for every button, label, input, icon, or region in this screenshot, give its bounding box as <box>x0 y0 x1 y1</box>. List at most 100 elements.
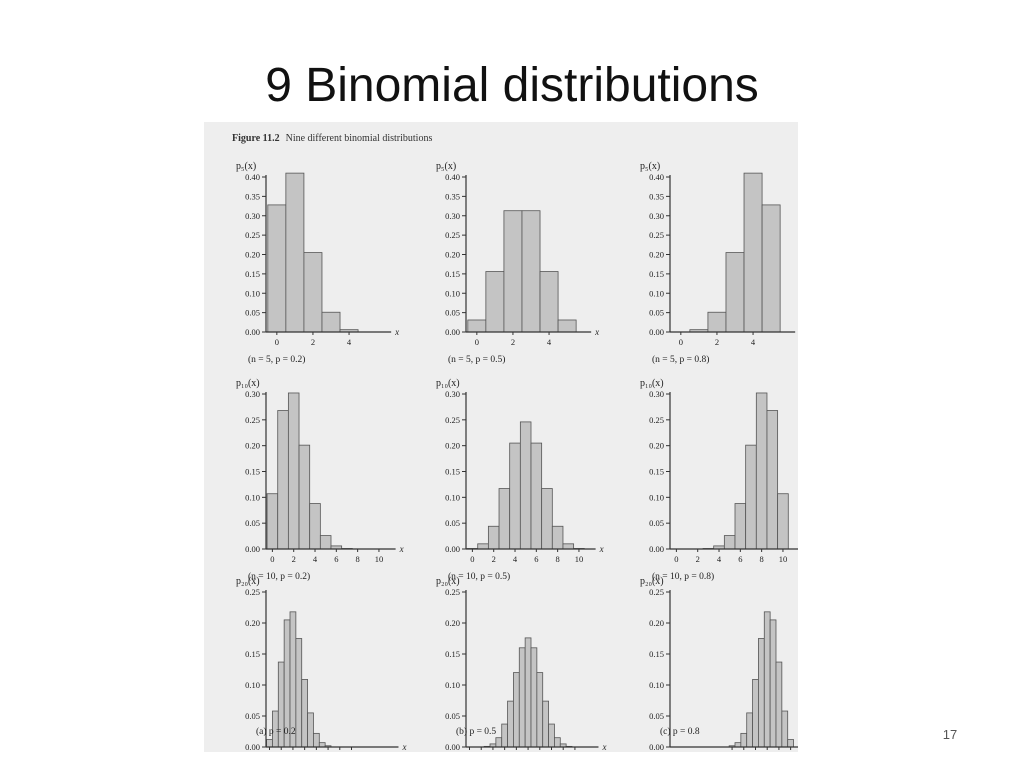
y-tick-label: 0.10 <box>649 492 664 502</box>
histogram-bar <box>734 503 747 550</box>
histogram-bar <box>745 444 757 550</box>
y-tick-label: 0.05 <box>445 711 460 721</box>
x-tick-label: 0 <box>270 554 274 564</box>
y-axis-label: p₅(x) <box>640 161 660 172</box>
x-tick-label: 6 <box>738 554 742 564</box>
histogram-bar <box>542 700 549 748</box>
y-tick-label: 0.00 <box>445 742 460 752</box>
histogram-bar <box>725 252 745 333</box>
y-axis-label: p₅(x) <box>436 161 456 172</box>
y-axis-label: p₂₀(x) <box>436 576 460 587</box>
histogram-bar <box>557 319 577 333</box>
y-tick-label: 0.00 <box>649 742 664 752</box>
x-tick-label: 2 <box>715 337 719 347</box>
x-tick-label: 6 <box>334 554 338 564</box>
y-tick-label: 0.15 <box>445 467 460 477</box>
y-tick-label: 0.25 <box>445 587 460 597</box>
y-tick-label: 0.30 <box>445 389 460 399</box>
histogram-bar <box>521 210 541 333</box>
histogram-bar <box>755 392 768 550</box>
histogram-bar <box>467 319 487 333</box>
y-tick-label: 0.20 <box>245 618 260 628</box>
histogram-bar <box>541 488 553 550</box>
y-tick-label: 0.20 <box>649 618 664 628</box>
y-tick-label: 0.20 <box>445 250 460 260</box>
x-tick-label: 10 <box>375 554 384 564</box>
y-axis-label: p₂₀(x) <box>640 576 664 587</box>
y-tick-label: 0.15 <box>245 269 260 279</box>
y-tick-label: 0.15 <box>245 467 260 477</box>
y-tick-label: 0.30 <box>245 211 260 221</box>
column-caption: (c) p = 0.8 <box>660 726 700 737</box>
x-tick-label: 6 <box>534 554 538 564</box>
y-tick-label: 0.05 <box>245 308 260 318</box>
y-axis-label: p₂₀(x) <box>236 576 260 587</box>
x-tick-label: 0 <box>470 554 474 564</box>
histogram-panel: p₂₀(x)0.000.050.100.150.200.25x024681012… <box>236 576 406 752</box>
y-tick-label: 0.30 <box>649 389 664 399</box>
histogram-bar <box>723 535 736 550</box>
figure-scan: Figure 11.2 Nine different binomial distr… <box>204 122 798 752</box>
y-tick-label: 0.15 <box>649 649 664 659</box>
y-tick-label: 0.05 <box>245 518 260 528</box>
histogram-bar <box>775 661 783 748</box>
x-axis-label: x <box>601 742 606 752</box>
y-tick-label: 0.15 <box>445 649 460 659</box>
histogram-bar <box>303 252 323 333</box>
histogram-bar <box>318 742 326 748</box>
x-axis-label: x <box>394 327 399 337</box>
histogram-bar <box>509 442 521 550</box>
histogram-panel: p₂₀(x)0.000.050.100.150.200.25x024681012… <box>436 576 606 752</box>
x-tick-label: 10 <box>575 554 584 564</box>
y-tick-label: 0.25 <box>445 230 460 240</box>
y-tick-label: 0.10 <box>445 288 460 298</box>
histogram-bar <box>507 700 514 748</box>
y-tick-label: 0.35 <box>445 191 460 201</box>
y-tick-label: 0.15 <box>649 269 664 279</box>
y-tick-label: 0.25 <box>649 230 664 240</box>
histogram-grid: p₅(x) 0.00 0.05 0.10 0.15 0.20 0.25 0.30 0.35 0.4… <box>236 161 798 752</box>
y-tick-label: 0.25 <box>445 415 460 425</box>
histogram-bar <box>743 172 763 333</box>
histogram-bar <box>539 271 559 333</box>
y-tick-label: 0.15 <box>245 649 260 659</box>
y-tick-label: 0.30 <box>649 211 664 221</box>
y-tick-label: 0.10 <box>649 288 664 298</box>
histogram-bar <box>487 525 500 550</box>
y-tick-label: 0.10 <box>445 680 460 690</box>
x-tick-label: 4 <box>513 554 518 564</box>
x-tick-label: 4 <box>717 554 722 564</box>
figure-label: Figure 11.2 Nine different binomial distr… <box>232 133 432 144</box>
histogram-bar <box>285 172 305 333</box>
x-tick-label: 2 <box>492 554 496 564</box>
histogram-bar <box>551 525 564 550</box>
histogram-bar <box>530 442 543 550</box>
histogram-bar <box>267 204 287 333</box>
y-tick-label: 0.35 <box>649 191 664 201</box>
figure-caption: Nine different binomial distributions <box>285 133 433 144</box>
histogram-bar <box>309 503 321 550</box>
x-tick-label: 0 <box>674 554 678 564</box>
histogram-bar <box>519 421 532 550</box>
panel-caption: (n = 5, p = 0.2) <box>248 354 305 365</box>
histogram-bar <box>781 710 789 748</box>
x-tick-label: 0 <box>679 337 683 347</box>
y-axis-label: p₁₀(x) <box>236 378 260 389</box>
histogram-bar <box>554 737 561 748</box>
y-tick-label: 0.20 <box>445 618 460 628</box>
y-tick-label: 0.25 <box>245 230 260 240</box>
panel-caption: (n = 10, p = 0.8) <box>652 571 714 582</box>
y-tick-label: 0.00 <box>245 544 260 554</box>
y-tick-label: 0.10 <box>245 492 260 502</box>
x-tick-label: 2 <box>696 554 700 564</box>
y-tick-label: 0.05 <box>649 518 664 528</box>
y-tick-label: 0.20 <box>649 441 664 451</box>
histogram-bar <box>307 712 314 748</box>
histogram-bar <box>321 311 341 333</box>
x-tick-label: 2 <box>292 554 296 564</box>
y-tick-label: 0.10 <box>649 680 664 690</box>
y-tick-label: 0.05 <box>649 308 664 318</box>
x-tick-label: 8 <box>760 554 764 564</box>
histogram-panel: p₁₀(x)0.000.050.100.150.200.250.30x02468… <box>640 378 798 582</box>
